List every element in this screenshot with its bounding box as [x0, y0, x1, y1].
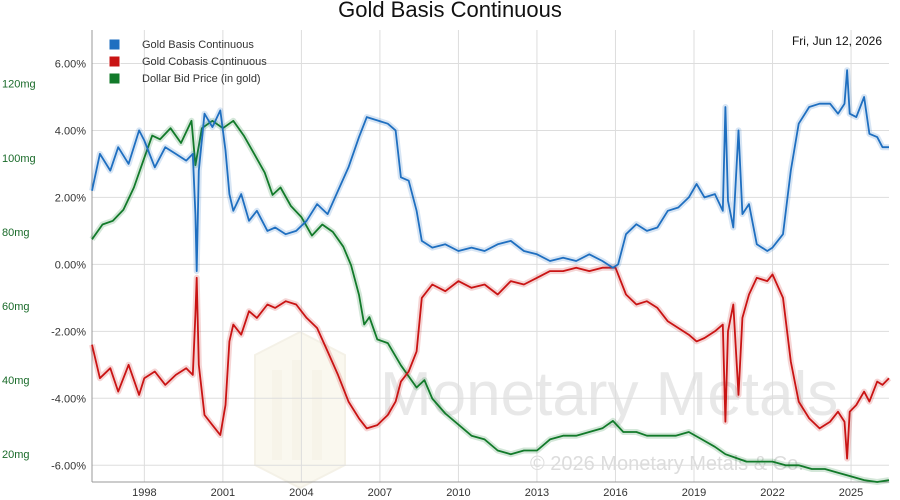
- x-tick-label: 1998: [132, 487, 156, 499]
- legend: Gold Basis Continuous Gold Cobasis Contin…: [108, 38, 267, 85]
- chart-title: Gold Basis Continuous: [338, 0, 562, 22]
- series-glow-0: [89, 67, 889, 275]
- y-right-tick-label: 6.00%: [55, 58, 86, 70]
- legend-label-2: Dollar Bid Price (in gold): [142, 73, 261, 85]
- x-tick-label: 2013: [525, 487, 549, 499]
- watermark-brand: Monetary Metals: [380, 360, 838, 429]
- grid: [91, 30, 889, 483]
- y-left-tick-label: 100mg: [2, 153, 36, 165]
- y-right-tick-label: -2.00%: [51, 326, 86, 338]
- y-axis-right: 6.00% 4.00% 2.00% 0.00% -2.00% -4.00% -6.00%: [51, 58, 86, 472]
- x-tick-label: 2025: [839, 487, 863, 499]
- y-right-tick-label: -4.00%: [51, 393, 86, 405]
- y-left-tick-label: 120mg: [2, 79, 36, 91]
- legend-label-1: Gold Cobasis Continuous: [142, 56, 267, 68]
- legend-swatch-2: [108, 72, 121, 85]
- x-tick-label: 2022: [760, 487, 784, 499]
- y-right-tick-label: 4.00%: [55, 125, 86, 137]
- y-left-tick-label: 80mg: [2, 227, 30, 239]
- y-left-tick-label: 60mg: [2, 301, 30, 313]
- x-tick-label: 2004: [289, 487, 313, 499]
- series-group: [89, 67, 892, 485]
- y-right-tick-label: -6.00%: [51, 460, 86, 472]
- x-tick-label: 2010: [446, 487, 470, 499]
- x-axis: 1998 2001 2004 2007 2010 2013 2016 2019 2022 2025: [132, 487, 863, 499]
- x-tick-label: 2007: [368, 487, 392, 499]
- legend-label-0: Gold Basis Continuous: [142, 39, 254, 51]
- legend-swatch-0: [108, 38, 121, 51]
- x-tick-label: 2016: [603, 487, 627, 499]
- series-line-0: [91, 69, 889, 272]
- y-left-tick-label: 40mg: [2, 375, 30, 387]
- y-left-tick-label: 20mg: [2, 449, 30, 461]
- x-tick-label: 2001: [211, 487, 235, 499]
- legend-swatch-1: [108, 55, 121, 68]
- y-right-tick-label: 0.00%: [55, 259, 86, 271]
- x-tick-label: 2019: [682, 487, 706, 499]
- y-axis-left: 120mg 100mg 80mg 60mg 40mg 20mg: [2, 79, 36, 461]
- date-label: Fri, Jun 12, 2026: [792, 34, 882, 48]
- series-line-1: [91, 266, 890, 460]
- y-right-tick-label: 2.00%: [55, 192, 86, 204]
- watermark: Monetary Metals © 2026 Monetary Metals &…: [254, 330, 838, 490]
